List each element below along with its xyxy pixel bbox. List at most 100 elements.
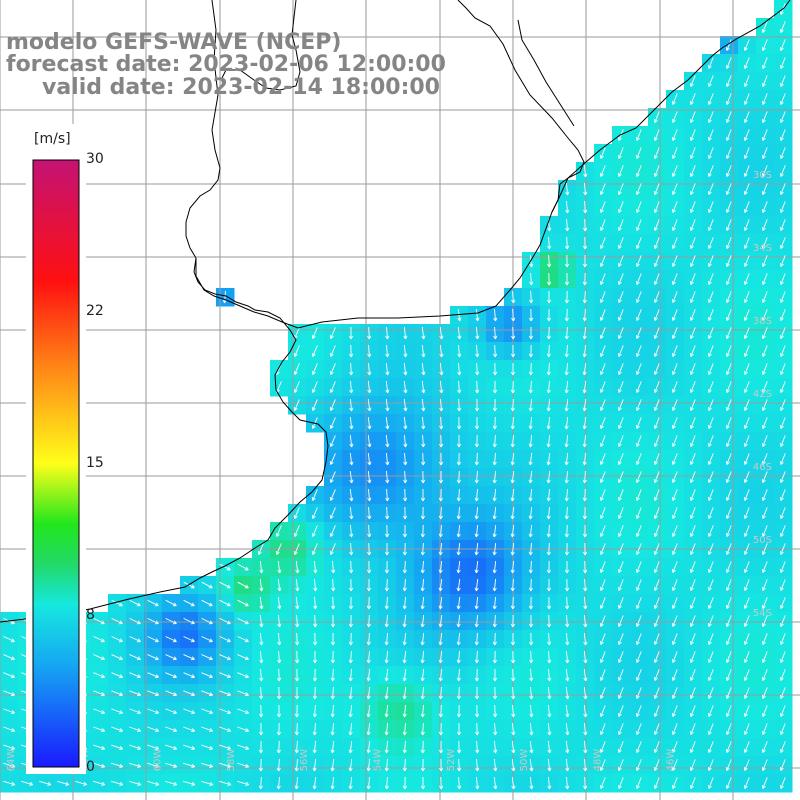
- wind-arrow: [707, 255, 714, 267]
- wind-arrow: [779, 75, 786, 87]
- wind-arrow: [779, 57, 786, 69]
- wind-arrow: [671, 273, 678, 285]
- wind-arrow: [617, 183, 624, 195]
- wind-arrow: [599, 273, 606, 285]
- lat-label: 30S: [753, 170, 772, 181]
- wind-arrow: [529, 308, 534, 322]
- lat-label: 34S: [753, 243, 772, 254]
- wind-arrow: [546, 308, 552, 322]
- wind-arrow: [635, 219, 642, 231]
- wind-arrow: [653, 129, 660, 141]
- wind-arrow: [725, 273, 732, 285]
- wind-arrow: [725, 147, 732, 159]
- wind-arrow: [743, 165, 750, 177]
- wind-arrow: [743, 237, 750, 249]
- wind-arrow: [707, 93, 714, 105]
- wind-arrow: [583, 218, 588, 232]
- wind-arrow: [725, 129, 732, 141]
- wind-arrow: [779, 39, 786, 51]
- wind-arrow: [599, 201, 606, 213]
- wind-arrow: [582, 272, 587, 286]
- wind-arrow: [653, 291, 660, 303]
- wind-arrow: [653, 219, 660, 231]
- wind-arrow: [617, 165, 624, 177]
- wind-arrow: [761, 111, 768, 123]
- valid-date-line: valid date: 2023-02-14 18:00:00: [42, 75, 440, 100]
- colorbar-tick-label: 0: [86, 759, 95, 775]
- lon-label: 46W: [666, 749, 677, 772]
- colorbar-ramp: [32, 159, 80, 768]
- wind-arrow: [617, 255, 624, 267]
- wind-arrow: [761, 93, 768, 105]
- wind-arrow: [635, 255, 642, 267]
- wind-arrow: [689, 291, 696, 303]
- lat-label: 42S: [753, 389, 772, 400]
- wind-arrow: [689, 255, 696, 267]
- wind-arrow: [582, 290, 587, 304]
- wind-arrow: [583, 164, 588, 178]
- wind-arrow: [599, 183, 606, 195]
- wind-arrow: [565, 254, 570, 268]
- wind-arrow: [707, 75, 714, 87]
- wind-arrow: [564, 272, 570, 286]
- wind-arrow: [707, 237, 714, 249]
- wind-arrow: [635, 237, 642, 249]
- wind-arrow: [582, 308, 587, 322]
- lon-label: 64W: [6, 749, 17, 772]
- wind-arrow: [707, 219, 714, 231]
- wind-arrow: [671, 165, 678, 177]
- wind-arrow: [617, 147, 624, 159]
- wind-arrow: [565, 218, 570, 232]
- wind-arrow: [653, 237, 660, 249]
- wind-arrow: [707, 57, 714, 69]
- wind-arrow: [743, 93, 750, 105]
- colorbar-tick-label: 8: [86, 607, 95, 623]
- wind-arrow: [743, 111, 750, 123]
- colorbar: [26, 124, 86, 774]
- wind-arrow: [743, 255, 750, 267]
- wind-arrow: [743, 201, 750, 213]
- wind-arrow: [707, 201, 714, 213]
- wind-arrow: [635, 183, 642, 195]
- wind-arrow: [599, 309, 606, 321]
- wind-arrow: [564, 290, 570, 304]
- wind-arrow: [689, 129, 696, 141]
- lat-label: 46S: [753, 462, 772, 473]
- colorbar-tick-label: 30: [86, 151, 104, 167]
- wind-arrow: [743, 183, 750, 195]
- wind-arrow: [689, 273, 696, 285]
- wind-arrow: [583, 200, 588, 214]
- wind-arrow: [725, 57, 732, 69]
- wind-arrow: [761, 75, 768, 87]
- wind-arrow: [529, 272, 534, 286]
- wind-arrow: [671, 201, 678, 213]
- wind-arrow: [547, 272, 552, 286]
- wind-arrow: [547, 254, 552, 268]
- wind-arrow: [689, 93, 696, 105]
- forecast-date-line: forecast date: 2023-02-06 12:00:00: [6, 52, 446, 77]
- wind-arrow: [743, 39, 750, 51]
- wind-arrow: [599, 237, 606, 249]
- wind-arrow: [653, 111, 660, 123]
- wind-arrow: [617, 201, 624, 213]
- wind-arrow: [779, 219, 786, 231]
- wind-arrow: [707, 183, 714, 195]
- wind-arrow: [689, 201, 696, 213]
- wind-arrow: [671, 237, 678, 249]
- wind-arrow: [707, 147, 714, 159]
- wind-arrow: [761, 237, 768, 249]
- wind-arrow: [547, 236, 552, 250]
- wind-arrow: [761, 129, 768, 141]
- wind-arrows: [3, 3, 786, 790]
- wind-arrow: [725, 75, 732, 87]
- wind-arrow: [743, 57, 750, 69]
- wind-arrow: [761, 201, 768, 213]
- wind-arrow: [779, 165, 786, 177]
- wind-arrow: [779, 21, 786, 33]
- wind-arrow: [689, 75, 696, 87]
- wind-arrow: [725, 237, 732, 249]
- wind-arrow: [653, 183, 660, 195]
